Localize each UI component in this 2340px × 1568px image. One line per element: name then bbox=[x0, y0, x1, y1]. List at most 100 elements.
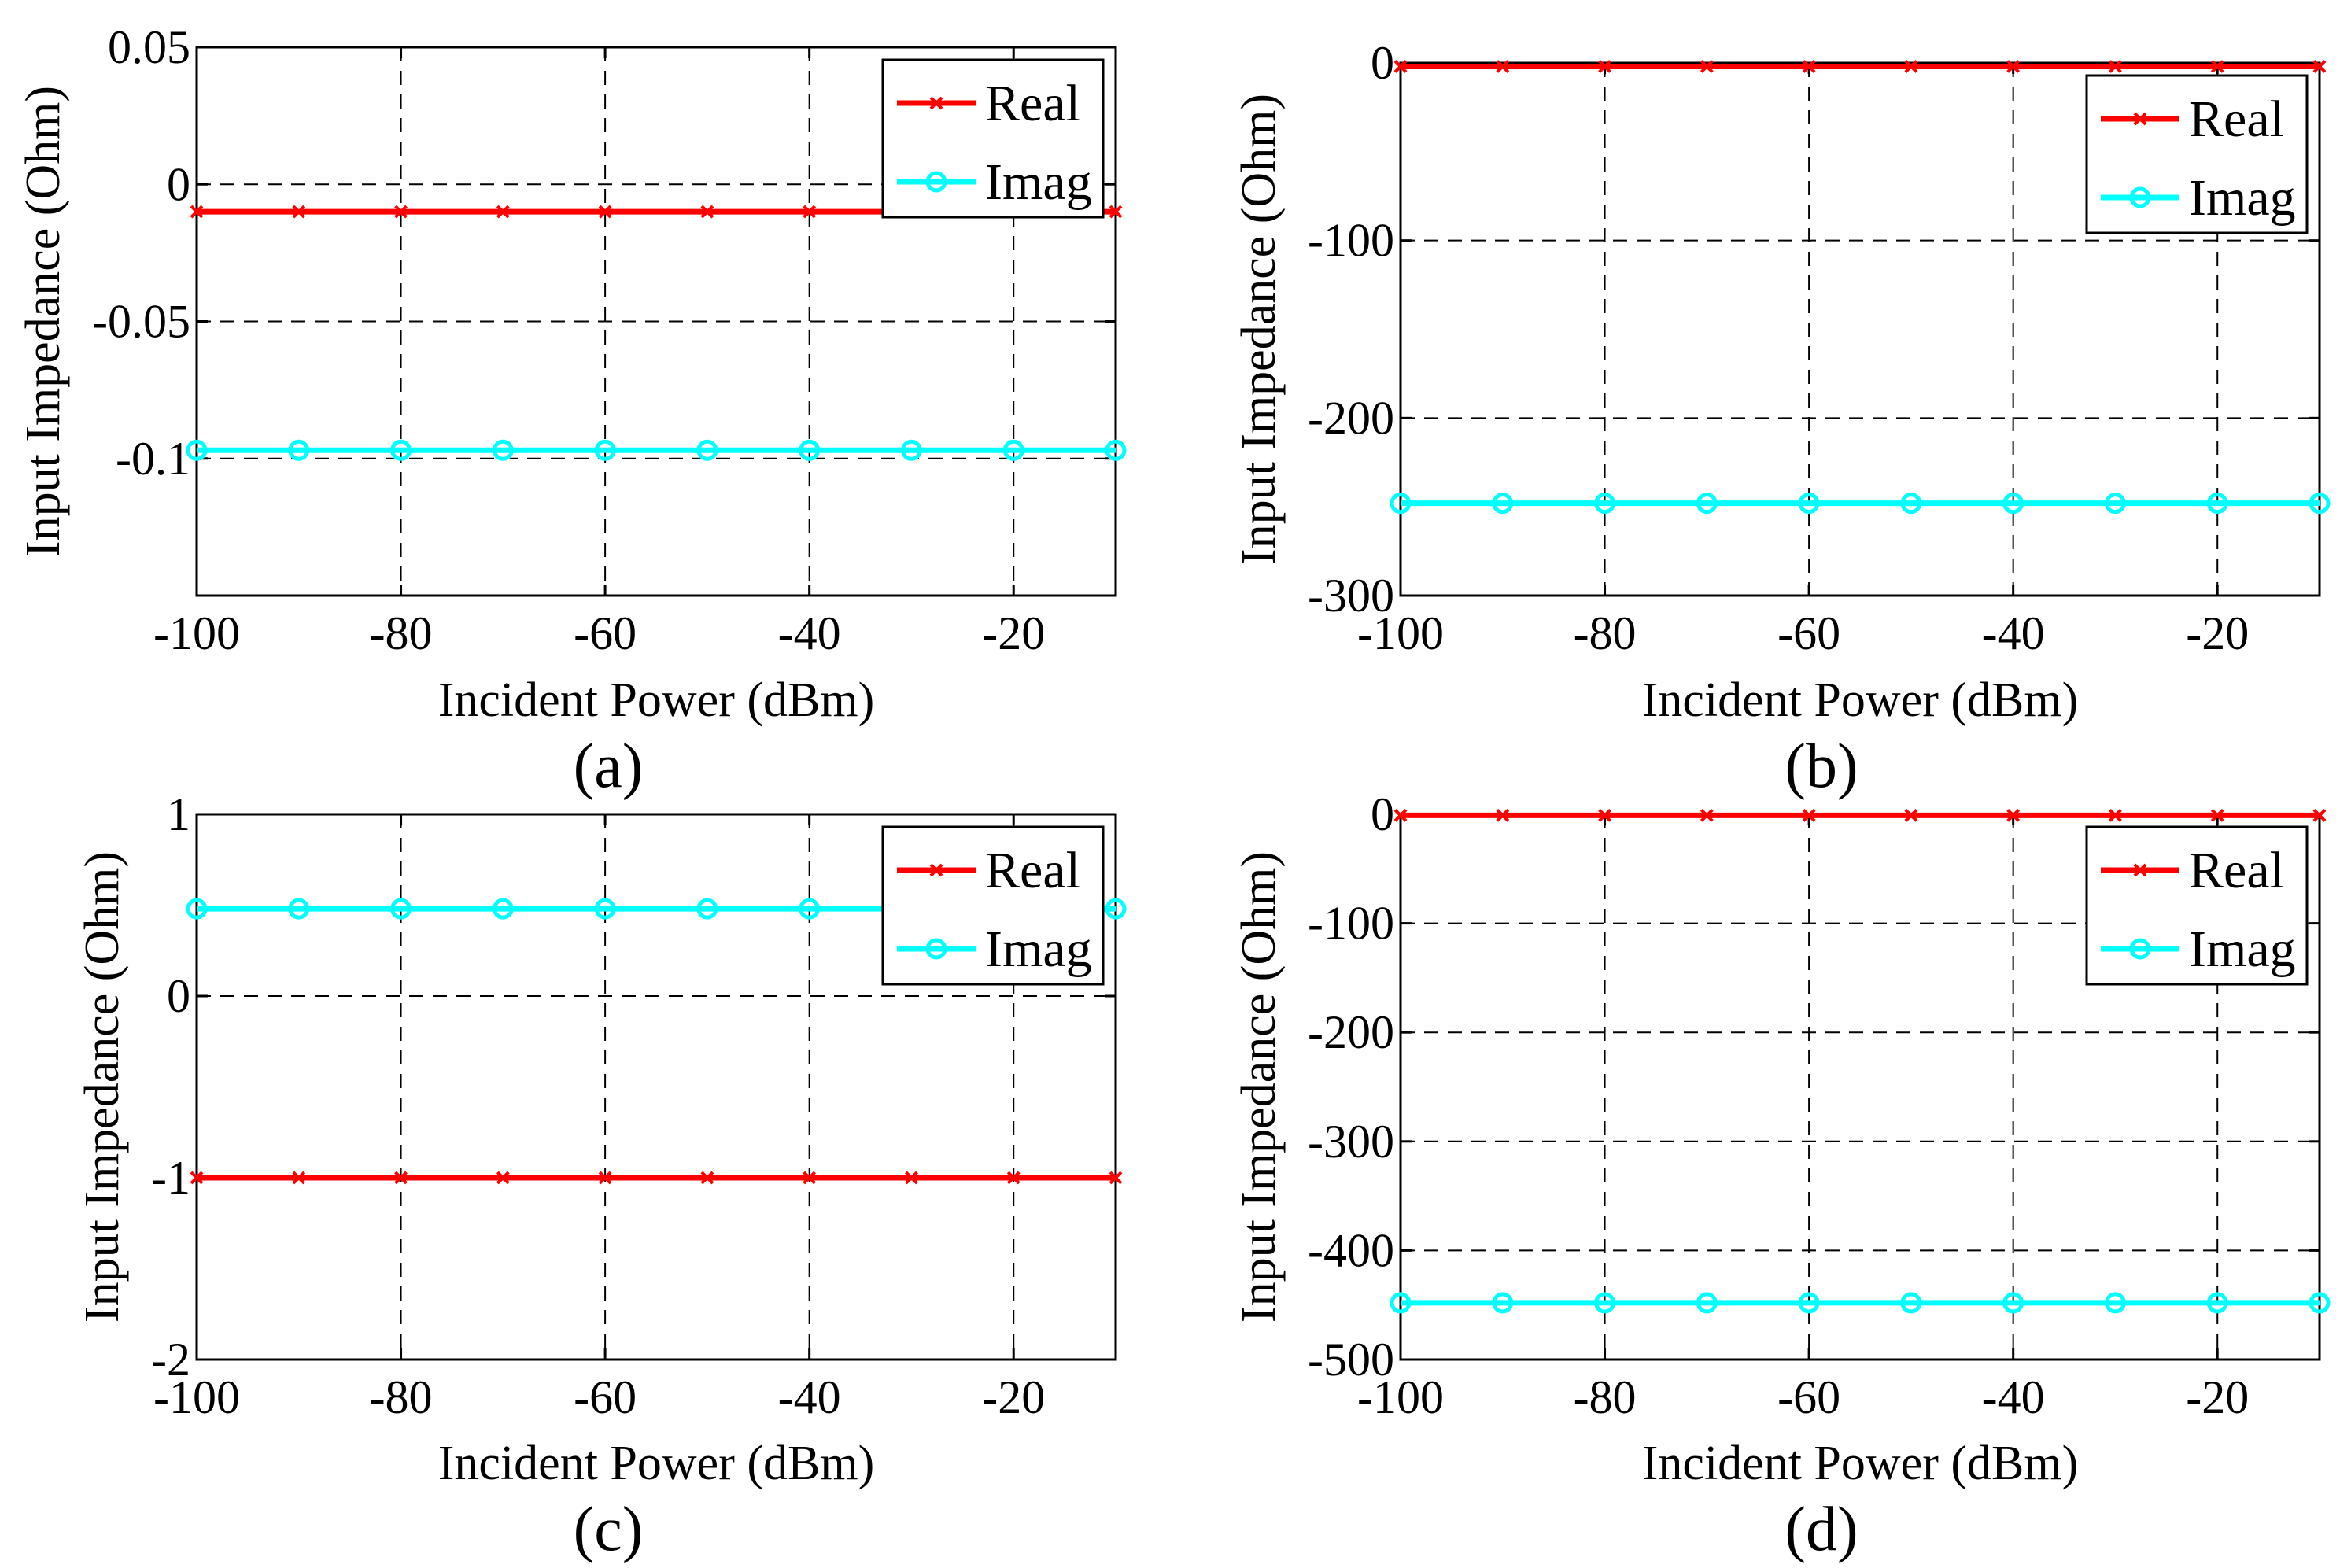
chart-panel-a: -100 -80 -60 -40 -20 0.05 0 -0.05 -0.1 Incident P… bbox=[17, 21, 1127, 801]
x-axis-label: Incident Power (dBm) bbox=[1642, 673, 2078, 727]
y-tick-label: -400 bbox=[1308, 1224, 1394, 1276]
legend-label-imag: Imag bbox=[985, 153, 1092, 211]
data-point bbox=[1393, 60, 1408, 73]
legend-label-real: Real bbox=[985, 842, 1080, 899]
marker-stroke bbox=[1700, 808, 1714, 822]
marker-stroke bbox=[1598, 808, 1611, 822]
data-point bbox=[492, 439, 514, 461]
legend-marker bbox=[925, 171, 947, 193]
legend-marker bbox=[2133, 112, 2147, 126]
y-tick-label: 0 bbox=[167, 970, 190, 1022]
data-point bbox=[1700, 808, 1714, 822]
y-axis-label: Input Impedance (Ohm) bbox=[1232, 851, 1286, 1323]
marker-stroke bbox=[2210, 60, 2224, 73]
marker-stroke bbox=[2006, 808, 2021, 822]
x-tick-label: -100 bbox=[153, 1371, 240, 1423]
chart-panel-c: -100 -80 -60 -40 -20 1 0 -1 -2 Incident Power (dB… bbox=[76, 788, 1127, 1564]
data-point bbox=[799, 898, 821, 920]
marker-stroke bbox=[2006, 60, 2021, 73]
marker-stroke bbox=[1393, 60, 1408, 73]
marker-stroke bbox=[2133, 863, 2147, 877]
y-tick-label: 1 bbox=[167, 788, 190, 840]
legend: Real Imag bbox=[2085, 825, 2309, 986]
marker-stroke bbox=[1904, 60, 1918, 73]
data-point bbox=[598, 1171, 612, 1185]
x-tick-label: -40 bbox=[1982, 1371, 2045, 1423]
x-tick-label: -60 bbox=[1777, 1371, 1840, 1423]
data-point bbox=[803, 1171, 817, 1185]
data-point bbox=[1904, 60, 1918, 73]
chart-panel-d: -100 -80 -60 -40 -200-100-200-300-400-500Inc… bbox=[1232, 788, 2331, 1564]
data-point bbox=[696, 898, 718, 920]
series-real bbox=[1393, 60, 2327, 73]
x-tick-label: -60 bbox=[1777, 607, 1840, 659]
data-point bbox=[2002, 493, 2024, 515]
x-tick-label: -80 bbox=[1574, 607, 1637, 659]
x-tick-label: -100 bbox=[153, 607, 240, 659]
legend: Real Imag bbox=[881, 825, 1105, 986]
data-point bbox=[1109, 205, 1123, 219]
y-tick-label: -100 bbox=[1308, 898, 1394, 950]
data-point bbox=[2109, 808, 2122, 822]
marker-stroke bbox=[1802, 60, 1816, 73]
marker-stroke bbox=[700, 1171, 714, 1185]
marker-stroke bbox=[394, 205, 408, 219]
marker-stroke bbox=[292, 1171, 306, 1185]
grid bbox=[1401, 63, 2320, 596]
data-point bbox=[2006, 808, 2021, 822]
x-tick-label: -80 bbox=[370, 607, 433, 659]
marker-stroke bbox=[1496, 808, 1510, 822]
x-tick-label: -60 bbox=[574, 607, 637, 659]
legend-marker bbox=[2129, 938, 2151, 960]
marker-stroke bbox=[2133, 112, 2147, 126]
data-point bbox=[1802, 60, 1816, 73]
marker-stroke bbox=[700, 205, 714, 219]
y-tick-label: -300 bbox=[1308, 1116, 1394, 1168]
data-point bbox=[1492, 493, 1514, 515]
data-point bbox=[700, 205, 714, 219]
ticks bbox=[195, 46, 1116, 596]
x-axis-label: Incident Power (dBm) bbox=[438, 1437, 874, 1490]
data-point bbox=[1390, 493, 1412, 515]
y-axis-label: Input Impedance (Ohm) bbox=[17, 86, 70, 557]
data-point bbox=[1904, 808, 1918, 822]
data-point bbox=[190, 1171, 204, 1185]
x-tick-label: -20 bbox=[982, 607, 1045, 659]
data-point bbox=[390, 439, 412, 461]
panel-label: (b) bbox=[1785, 732, 1858, 801]
data-point bbox=[292, 205, 306, 219]
x-tick-label: -60 bbox=[574, 1371, 637, 1423]
x-tick-label: -100 bbox=[1357, 1371, 1444, 1423]
data-point bbox=[1900, 493, 1922, 515]
data-point bbox=[492, 898, 514, 920]
data-point bbox=[905, 1171, 918, 1185]
axes-frame bbox=[195, 813, 1117, 1361]
data-point bbox=[1002, 439, 1024, 461]
marker-stroke bbox=[598, 205, 612, 219]
legend-marker bbox=[929, 863, 943, 877]
y-tick-label: -200 bbox=[1308, 1006, 1394, 1058]
data-point bbox=[594, 898, 616, 920]
y-tick-label: -300 bbox=[1308, 570, 1394, 622]
data-point bbox=[1598, 808, 1611, 822]
marker-stroke bbox=[1109, 205, 1123, 219]
y-tick-label: -0.05 bbox=[92, 296, 190, 348]
grid bbox=[1401, 814, 2320, 1360]
y-tick-label: -0.1 bbox=[116, 433, 190, 485]
legend-label-imag: Imag bbox=[985, 921, 1092, 978]
data-point bbox=[2312, 60, 2327, 73]
marker-stroke bbox=[1006, 1171, 1021, 1185]
data-point bbox=[288, 439, 310, 461]
legend-label-real: Real bbox=[2189, 90, 2284, 148]
data-point bbox=[496, 1171, 510, 1185]
legend-label-imag: Imag bbox=[2189, 921, 2296, 978]
data-point bbox=[390, 898, 412, 920]
data-point bbox=[803, 205, 817, 219]
y-tick-label: -2 bbox=[151, 1334, 190, 1385]
y-tick-label: 0.05 bbox=[108, 21, 190, 73]
data-point bbox=[186, 898, 208, 920]
series-imag bbox=[186, 439, 1127, 461]
data-point bbox=[2206, 493, 2228, 515]
data-point bbox=[292, 1171, 306, 1185]
data-point bbox=[1105, 898, 1127, 920]
